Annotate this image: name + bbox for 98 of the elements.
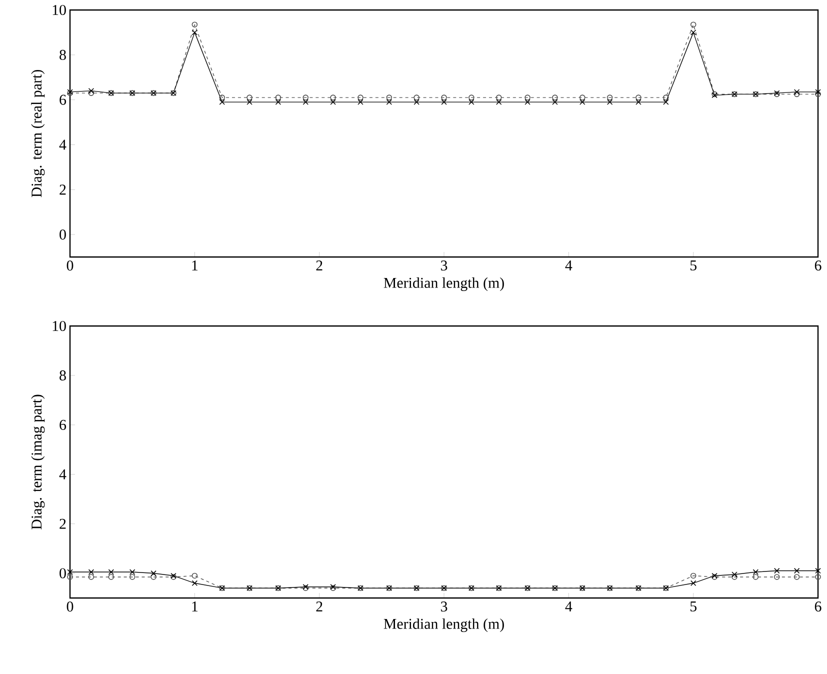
point xyxy=(414,94,420,100)
point xyxy=(219,94,225,100)
y-tick-label: 6 xyxy=(60,420,66,430)
y-tick-label: 4 xyxy=(59,469,66,480)
point xyxy=(636,94,642,100)
point xyxy=(606,99,613,105)
point xyxy=(386,94,392,100)
point xyxy=(246,94,252,100)
point xyxy=(192,22,198,28)
point xyxy=(302,99,308,105)
x-tick-label: 2 xyxy=(316,260,322,270)
point xyxy=(358,94,364,100)
point xyxy=(663,99,669,105)
point xyxy=(794,91,800,98)
x-axis-title: Meridian length (m) xyxy=(384,618,504,632)
point xyxy=(552,94,558,100)
point xyxy=(815,568,821,574)
point xyxy=(815,89,821,95)
y-tick-label: 8 xyxy=(60,50,66,60)
x-tick-label: 3 xyxy=(440,260,448,271)
point xyxy=(358,99,364,105)
x-tick-label: 2 xyxy=(316,602,322,612)
point xyxy=(302,94,309,100)
point xyxy=(330,94,336,100)
point xyxy=(108,574,114,580)
point xyxy=(150,574,156,580)
point xyxy=(774,574,780,580)
point xyxy=(275,99,282,105)
point xyxy=(88,90,94,96)
point xyxy=(129,569,136,575)
x-tick-label: 4 xyxy=(565,260,572,270)
y-tick-label: 10 xyxy=(52,320,66,332)
x-tick-label: 5 xyxy=(690,602,696,612)
y-tick-label: 0 xyxy=(60,229,66,240)
point xyxy=(246,99,252,105)
point xyxy=(752,569,759,575)
x-axis-title: Meridian length (m) xyxy=(384,277,504,292)
y-tick-label: 2 xyxy=(60,184,66,195)
point xyxy=(690,572,696,579)
point xyxy=(732,572,738,578)
point xyxy=(579,94,586,100)
point xyxy=(690,580,696,586)
point xyxy=(732,574,738,580)
point xyxy=(67,574,73,580)
point xyxy=(386,99,392,105)
x-tick-label: 6 xyxy=(814,602,822,612)
x-tick-label: 3 xyxy=(440,602,448,612)
x-tick-label: 5 xyxy=(690,260,696,270)
point xyxy=(606,94,613,100)
point xyxy=(192,572,198,579)
point xyxy=(219,99,225,105)
y-tick-label: 6 xyxy=(60,94,66,105)
point xyxy=(794,568,800,574)
point xyxy=(552,99,558,105)
point xyxy=(330,99,336,105)
x-tick-label: 0 xyxy=(66,260,74,271)
x-tick-label: 0 xyxy=(66,602,74,612)
point xyxy=(690,30,696,36)
point xyxy=(524,99,530,105)
x-tick-label: 1 xyxy=(192,260,198,270)
y-axis-title: Diag. term (real part) xyxy=(31,70,45,198)
point xyxy=(468,99,474,105)
point xyxy=(441,94,447,100)
x-tick-label: 6 xyxy=(814,260,822,271)
point xyxy=(815,574,821,580)
point xyxy=(496,94,502,100)
point xyxy=(752,574,759,580)
y-axis-title: Diag. term (imag part) xyxy=(31,394,45,530)
point xyxy=(794,89,800,95)
y-tick-label: 2 xyxy=(60,518,66,529)
point xyxy=(129,574,136,580)
point xyxy=(88,574,94,580)
point xyxy=(67,569,73,575)
point xyxy=(690,22,696,28)
point xyxy=(663,94,669,100)
point xyxy=(275,94,282,100)
point xyxy=(192,580,198,586)
point xyxy=(524,94,530,100)
y-tick-label: 4 xyxy=(59,140,66,150)
x-tick-label: 1 xyxy=(192,602,198,612)
x-tick-label: 4 xyxy=(565,602,572,612)
point xyxy=(794,574,800,580)
point xyxy=(88,569,94,575)
y-tick-label: 8 xyxy=(60,370,66,380)
point xyxy=(441,99,447,105)
point xyxy=(468,94,474,100)
point xyxy=(414,99,420,105)
y-tick-label: 10 xyxy=(52,4,66,16)
y-tick-label: 0 xyxy=(60,568,66,578)
point xyxy=(108,569,114,575)
point xyxy=(815,91,821,98)
point xyxy=(636,99,642,105)
point xyxy=(150,570,156,576)
point xyxy=(88,88,94,94)
point xyxy=(192,30,198,36)
point xyxy=(496,99,502,105)
point xyxy=(774,568,780,574)
point xyxy=(580,99,586,105)
